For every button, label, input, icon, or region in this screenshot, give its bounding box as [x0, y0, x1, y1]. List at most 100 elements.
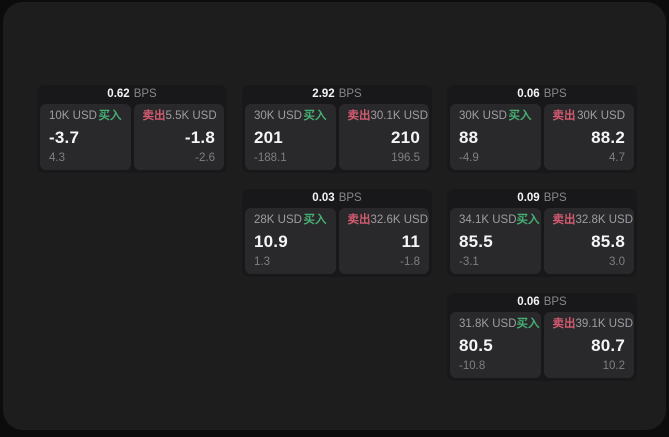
card-body: 34.1K USD 买入 85.5 -3.1 卖出 32.8K USD 85.8…: [450, 208, 634, 274]
sell-size: 5.5K USD: [165, 110, 217, 122]
buy-badge: 买入: [516, 318, 540, 330]
buy-badge: 买入: [508, 110, 532, 122]
quote-card: 2.92 BPS 30K USD 买入 201 -188.1 卖出 30.1K …: [242, 85, 432, 173]
buy-price: 80.5: [459, 336, 493, 355]
buy-panel[interactable]: 30K USD 买入 201 -188.1: [245, 104, 336, 170]
sell-panel[interactable]: 卖出 30K USD 88.2 4.7: [543, 104, 634, 170]
card-header: 0.06 BPS: [450, 293, 634, 312]
quote-card: 0.09 BPS 34.1K USD 买入 85.5 -3.1 卖出 32.8K…: [447, 189, 637, 277]
spread-value: 0.06: [517, 295, 540, 308]
sell-size: 30.1K USD: [370, 110, 429, 122]
sell-badge: 卖出: [552, 318, 576, 330]
buy-delta: 4.3: [49, 151, 65, 164]
sell-delta: -1.8: [400, 255, 420, 268]
card-header: 0.09 BPS: [450, 189, 634, 208]
spread-unit: BPS: [338, 87, 362, 100]
card-header: 0.06 BPS: [450, 85, 634, 104]
quote-cards-grid: 0.62 BPS 10K USD 买入 -3.7 4.3 卖出 5.5K USD…: [37, 85, 637, 381]
buy-panel[interactable]: 28K USD 买入 10.9 1.3: [245, 208, 336, 274]
spread-value: 2.92: [312, 87, 335, 100]
sell-delta: 3.0: [609, 255, 625, 268]
buy-price: 201: [254, 128, 283, 147]
buy-price: 88: [459, 128, 479, 147]
buy-size: 10K USD: [49, 110, 97, 122]
buy-panel[interactable]: 31.8K USD 买入 80.5 -10.8: [450, 312, 541, 378]
sell-price: 80.7: [591, 336, 625, 355]
sell-panel[interactable]: 卖出 30.1K USD 210 196.5: [338, 104, 429, 170]
quote-card: 0.06 BPS 31.8K USD 买入 80.5 -10.8 卖出 39.1…: [447, 293, 637, 381]
app-panel: 0.62 BPS 10K USD 买入 -3.7 4.3 卖出 5.5K USD…: [3, 2, 666, 430]
buy-price: -3.7: [49, 128, 80, 147]
spread-value: 0.03: [312, 191, 335, 204]
buy-panel-top: 10K USD 买入: [49, 110, 122, 123]
sell-price: -1.8: [184, 128, 215, 147]
buy-size: 28K USD: [254, 214, 302, 226]
sell-badge: 卖出: [142, 110, 166, 122]
buy-price: 85.5: [459, 232, 493, 251]
sell-badge: 卖出: [347, 214, 371, 226]
buy-badge: 买入: [303, 110, 327, 122]
sell-panel-top: 卖出 39.1K USD: [552, 318, 634, 331]
spread-unit: BPS: [338, 191, 362, 204]
buy-delta: -3.1: [459, 255, 479, 268]
buy-size: 30K USD: [254, 110, 302, 122]
sell-panel[interactable]: 卖出 32.8K USD 85.8 3.0: [543, 208, 634, 274]
buy-panel[interactable]: 10K USD 买入 -3.7 4.3: [40, 104, 131, 170]
buy-delta: 1.3: [254, 255, 270, 268]
spread-value: 0.09: [517, 191, 540, 204]
sell-panel[interactable]: 卖出 32.6K USD 11 -1.8: [338, 208, 429, 274]
buy-delta: -10.8: [459, 359, 486, 372]
buy-size: 34.1K USD: [459, 214, 517, 226]
sell-delta: -2.6: [195, 151, 215, 164]
sell-size: 32.6K USD: [370, 214, 429, 226]
buy-delta: -188.1: [254, 151, 287, 164]
spread-unit: BPS: [543, 295, 567, 308]
sell-size: 39.1K USD: [575, 318, 634, 330]
buy-size: 30K USD: [459, 110, 507, 122]
quote-card: 0.03 BPS 28K USD 买入 10.9 1.3 卖出 32.6K US…: [242, 189, 432, 277]
card-body: 30K USD 买入 88 -4.9 卖出 30K USD 88.2 4.7: [450, 104, 634, 170]
buy-panel-top: 30K USD 买入: [459, 110, 532, 123]
sell-delta: 4.7: [609, 151, 625, 164]
sell-price: 11: [401, 232, 420, 251]
spread-unit: BPS: [543, 87, 567, 100]
sell-delta: 196.5: [391, 151, 420, 164]
spread-value: 0.06: [517, 87, 540, 100]
buy-panel-top: 30K USD 买入: [254, 110, 327, 123]
sell-panel[interactable]: 卖出 5.5K USD -1.8 -2.6: [133, 104, 224, 170]
sell-panel[interactable]: 卖出 39.1K USD 80.7 10.2: [543, 312, 634, 378]
card-header: 0.03 BPS: [245, 189, 429, 208]
sell-badge: 卖出: [552, 214, 576, 226]
buy-size: 31.8K USD: [459, 318, 517, 330]
card-header: 0.62 BPS: [40, 85, 224, 104]
buy-badge: 买入: [98, 110, 122, 122]
card-body: 30K USD 买入 201 -188.1 卖出 30.1K USD 210 1…: [245, 104, 429, 170]
sell-panel-top: 卖出 32.6K USD: [347, 214, 429, 227]
buy-panel-top: 31.8K USD 买入: [459, 318, 540, 331]
sell-price: 88.2: [591, 128, 625, 147]
card-header: 2.92 BPS: [245, 85, 429, 104]
buy-badge: 买入: [303, 214, 327, 226]
sell-panel-top: 卖出 30.1K USD: [348, 110, 429, 123]
buy-panel[interactable]: 34.1K USD 买入 85.5 -3.1: [450, 208, 541, 274]
buy-panel[interactable]: 30K USD 买入 88 -4.9: [450, 104, 541, 170]
quote-card: 0.06 BPS 30K USD 买入 88 -4.9 卖出 30K USD 8…: [447, 85, 637, 173]
sell-panel-top: 卖出 32.8K USD: [552, 214, 634, 227]
buy-panel-top: 34.1K USD 买入: [459, 214, 540, 227]
card-body: 10K USD 买入 -3.7 4.3 卖出 5.5K USD -1.8 -2.…: [40, 104, 224, 170]
spread-unit: BPS: [543, 191, 567, 204]
card-body: 28K USD 买入 10.9 1.3 卖出 32.6K USD 11 -1.8: [245, 208, 429, 274]
buy-delta: -4.9: [459, 151, 479, 164]
sell-delta: 10.2: [602, 359, 625, 372]
buy-badge: 买入: [516, 214, 540, 226]
sell-price: 210: [391, 128, 420, 147]
sell-price: 85.8: [591, 232, 625, 251]
card-body: 31.8K USD 买入 80.5 -10.8 卖出 39.1K USD 80.…: [450, 312, 634, 378]
spread-value: 0.62: [107, 87, 130, 100]
sell-size: 30K USD: [577, 110, 625, 122]
buy-panel-top: 28K USD 买入: [254, 214, 327, 227]
sell-panel-top: 卖出 30K USD: [553, 110, 626, 123]
quote-card: 0.62 BPS 10K USD 买入 -3.7 4.3 卖出 5.5K USD…: [37, 85, 227, 173]
sell-panel-top: 卖出 5.5K USD: [142, 110, 217, 123]
spread-unit: BPS: [133, 87, 157, 100]
